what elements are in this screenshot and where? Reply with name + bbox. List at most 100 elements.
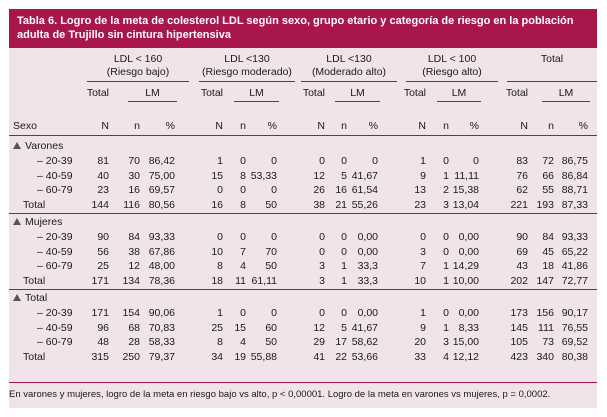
table-cell: 25 — [211, 321, 223, 334]
table-cell: 81 — [97, 154, 109, 167]
age-row-label: – 20-39 — [37, 154, 73, 167]
table-cell: 69,52 — [561, 336, 588, 349]
table-cell: 12,12 — [452, 351, 479, 364]
table-cell: 0 — [443, 154, 449, 167]
subheader-N: N — [101, 120, 109, 132]
table-cell: 73 — [542, 336, 554, 349]
table-cell: 3 — [443, 199, 449, 212]
table-cell: 105 — [510, 336, 528, 349]
subtotal-row-label: Total — [23, 275, 46, 288]
table-cell: 193 — [536, 199, 554, 212]
group-header-line1: Total — [540, 53, 564, 65]
table-cell: 15 — [211, 169, 223, 182]
table-cell: 0 — [443, 230, 449, 243]
table-cell: 0 — [271, 184, 277, 197]
section-label: Mujeres — [13, 216, 133, 229]
table-cell: 93,33 — [148, 230, 175, 243]
table-cell: 0 — [240, 230, 246, 243]
table-cell: 15,00 — [452, 336, 479, 349]
table-cell: 79,37 — [148, 351, 175, 364]
table-cell: 29 — [313, 336, 325, 349]
table-cell: 10 — [414, 275, 426, 288]
table-cell: 1 — [443, 260, 449, 273]
table-cell: 15,38 — [452, 184, 479, 197]
table-cell: 1 — [443, 321, 449, 334]
table-cell: 0,00 — [458, 230, 479, 243]
table-cell: 12 — [313, 169, 325, 182]
age-row-label: – 40-59 — [37, 169, 73, 182]
section-label: Varones — [13, 140, 133, 153]
table-cell: 4 — [240, 336, 246, 349]
subheader-lm: LM — [249, 87, 264, 99]
table-cell: 55,88 — [250, 351, 277, 364]
group-header-line2: (Riesgo alto) — [422, 66, 482, 78]
table-cell: 0 — [443, 245, 449, 258]
table-cell: 13,04 — [452, 199, 479, 212]
table-cell: 78,36 — [148, 275, 175, 288]
table-cell: 20 — [414, 336, 426, 349]
subheader-n: n — [240, 120, 246, 132]
table-cell: 0,00 — [357, 245, 378, 258]
table-cell: 76 — [516, 169, 528, 182]
table-cell: 69,57 — [148, 184, 175, 197]
subheader-pct: % — [578, 120, 588, 132]
table-cell: 69 — [516, 245, 528, 258]
table-cell: 145 — [510, 321, 528, 334]
subheader-n: n — [134, 120, 140, 132]
table-cell: 33 — [414, 351, 426, 364]
group-header-line1: LDL < 100 — [427, 53, 477, 65]
lm-underline — [542, 101, 590, 102]
subheader-lm: LM — [350, 87, 365, 99]
table-cell: 202 — [510, 275, 528, 288]
table-cell: 0,00 — [458, 306, 479, 319]
table-cell: 0,00 — [357, 230, 378, 243]
table-cell: 80,56 — [148, 199, 175, 212]
table-cell: 15 — [234, 321, 246, 334]
table-cell: 0,00 — [357, 306, 378, 319]
table-cell: 0 — [341, 306, 347, 319]
header-divider — [9, 135, 597, 136]
lm-underline — [437, 101, 481, 102]
table-cell: 1 — [341, 260, 347, 273]
subheader-lm: LM — [451, 87, 467, 99]
section-label: Total — [13, 292, 133, 305]
table-cell: 90,06 — [148, 306, 175, 319]
table-cell: 53,66 — [351, 351, 378, 364]
table-cell: 87,33 — [561, 199, 588, 212]
table-cell: 14,29 — [452, 260, 479, 273]
table-cell: 93,33 — [561, 230, 588, 243]
table-cell: 41,86 — [561, 260, 588, 273]
age-row-label: – 60-79 — [37, 336, 73, 349]
age-row-label: – 20-39 — [37, 306, 73, 319]
table-cell: 56 — [97, 245, 109, 258]
table-cell: 315 — [91, 351, 109, 364]
lm-underline — [234, 101, 279, 102]
subheader-n: n — [341, 120, 347, 132]
table-cell: 53,33 — [250, 169, 277, 182]
table-cell: 3 — [443, 336, 449, 349]
table-cell: 86,84 — [561, 169, 588, 182]
table-cell: 0 — [473, 154, 479, 167]
subheader-pct: % — [368, 120, 378, 132]
table-cell: 1 — [217, 154, 223, 167]
row-header-sexo: Sexo — [13, 120, 37, 132]
table-cell: 171 — [91, 306, 109, 319]
table-cell: 7 — [420, 260, 426, 273]
table-cell: 16 — [335, 184, 347, 197]
table-cell: 70 — [265, 245, 277, 258]
subtotal-row-label: Total — [23, 351, 46, 364]
subheader-pct: % — [165, 120, 175, 132]
table-cell: 0 — [341, 154, 347, 167]
table-cell: 84 — [542, 230, 554, 243]
subheader-total: Total — [302, 87, 325, 99]
table-cell: 154 — [122, 306, 140, 319]
table-cell: 8 — [217, 260, 223, 273]
table-cell: 21 — [335, 199, 347, 212]
table-cell: 48 — [97, 336, 109, 349]
table-cell: 0 — [341, 230, 347, 243]
table-cell: 173 — [510, 306, 528, 319]
table-cell: 75,00 — [148, 169, 175, 182]
table-cell: 423 — [510, 351, 528, 364]
group-header-line2: (Riesgo moderado) — [202, 66, 292, 78]
table-cell: 11,11 — [454, 169, 479, 182]
